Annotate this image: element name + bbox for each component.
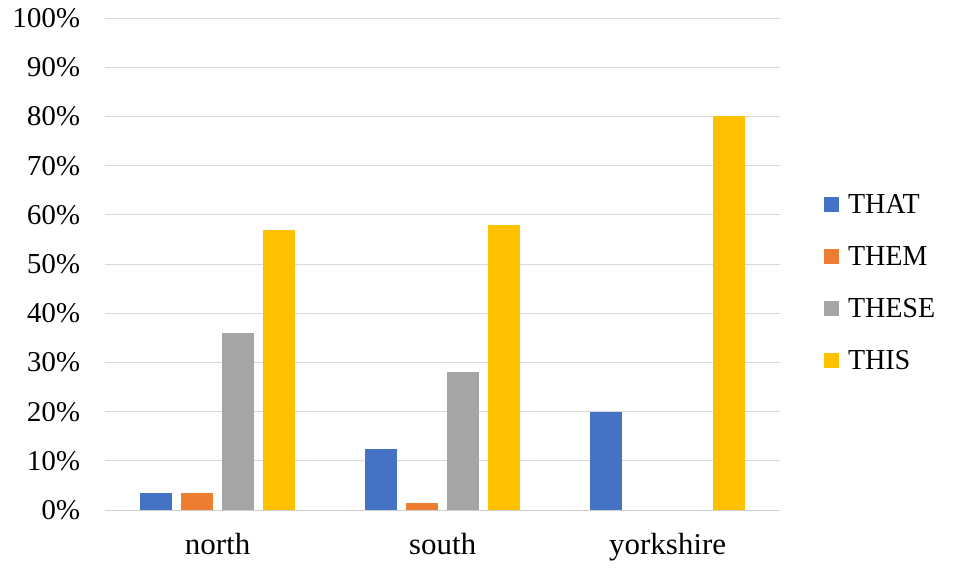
y-axis-tick-label: 70% (26, 149, 80, 182)
y-axis-tick-label: 50% (26, 248, 80, 280)
bar-that-yorkshire (590, 411, 622, 510)
plot-area (105, 17, 780, 511)
bar-that-north (140, 492, 172, 510)
legend-swatch-icon (824, 249, 839, 264)
gridline-50 (105, 263, 780, 265)
y-axis-tick-label: 10% (26, 444, 80, 477)
bar-these-south (447, 372, 479, 510)
bar-this-south (488, 224, 520, 510)
y-axis-tick-label: 80% (26, 100, 80, 133)
gridline-20 (105, 411, 780, 413)
gridline-70 (105, 165, 780, 167)
y-axis-tick-label: 90% (26, 51, 80, 84)
legend-label: THEM (848, 241, 928, 272)
x-axis-label-south: south (408, 526, 477, 561)
y-axis-tick-label: 40% (26, 297, 80, 330)
legend-item-that: THAT (824, 190, 935, 219)
gridline-0 (105, 509, 780, 511)
y-axis-tick-label: 100% (12, 2, 80, 34)
gridline-40 (105, 312, 780, 314)
gridline-80 (105, 115, 780, 117)
x-axis-label-north: north (184, 526, 251, 561)
legend-item-them: THEM (824, 242, 935, 271)
gridline-60 (105, 214, 780, 216)
legend-swatch-icon (824, 301, 839, 316)
y-axis-tick-label: 30% (26, 346, 80, 379)
bar-them-north (181, 492, 213, 510)
bar-that-south (365, 448, 397, 510)
legend-label: THESE (848, 293, 936, 324)
bar-these-north (222, 332, 254, 510)
legend-swatch-icon (824, 197, 839, 212)
legend-label: THIS (848, 345, 911, 376)
gridline-30 (105, 361, 780, 363)
legend-label: THAT (848, 189, 920, 220)
bar-this-yorkshire (713, 116, 745, 510)
y-axis-tick-label: 20% (26, 395, 80, 428)
gridline-100 (105, 17, 780, 19)
legend-item-this: THIS (824, 346, 935, 375)
legend: THAT THEM THESE THIS (824, 190, 935, 375)
gridline-10 (105, 460, 780, 462)
legend-swatch-icon (824, 353, 839, 368)
bar-them-south (406, 502, 438, 510)
gridline-90 (105, 66, 780, 68)
legend-item-these: THESE (824, 294, 935, 323)
y-axis-tick-label: 60% (26, 198, 80, 231)
bar-this-north (263, 229, 295, 510)
y-axis-tick-label: 0% (41, 494, 80, 526)
x-axis-label-yorkshire: yorkshire (608, 526, 727, 561)
